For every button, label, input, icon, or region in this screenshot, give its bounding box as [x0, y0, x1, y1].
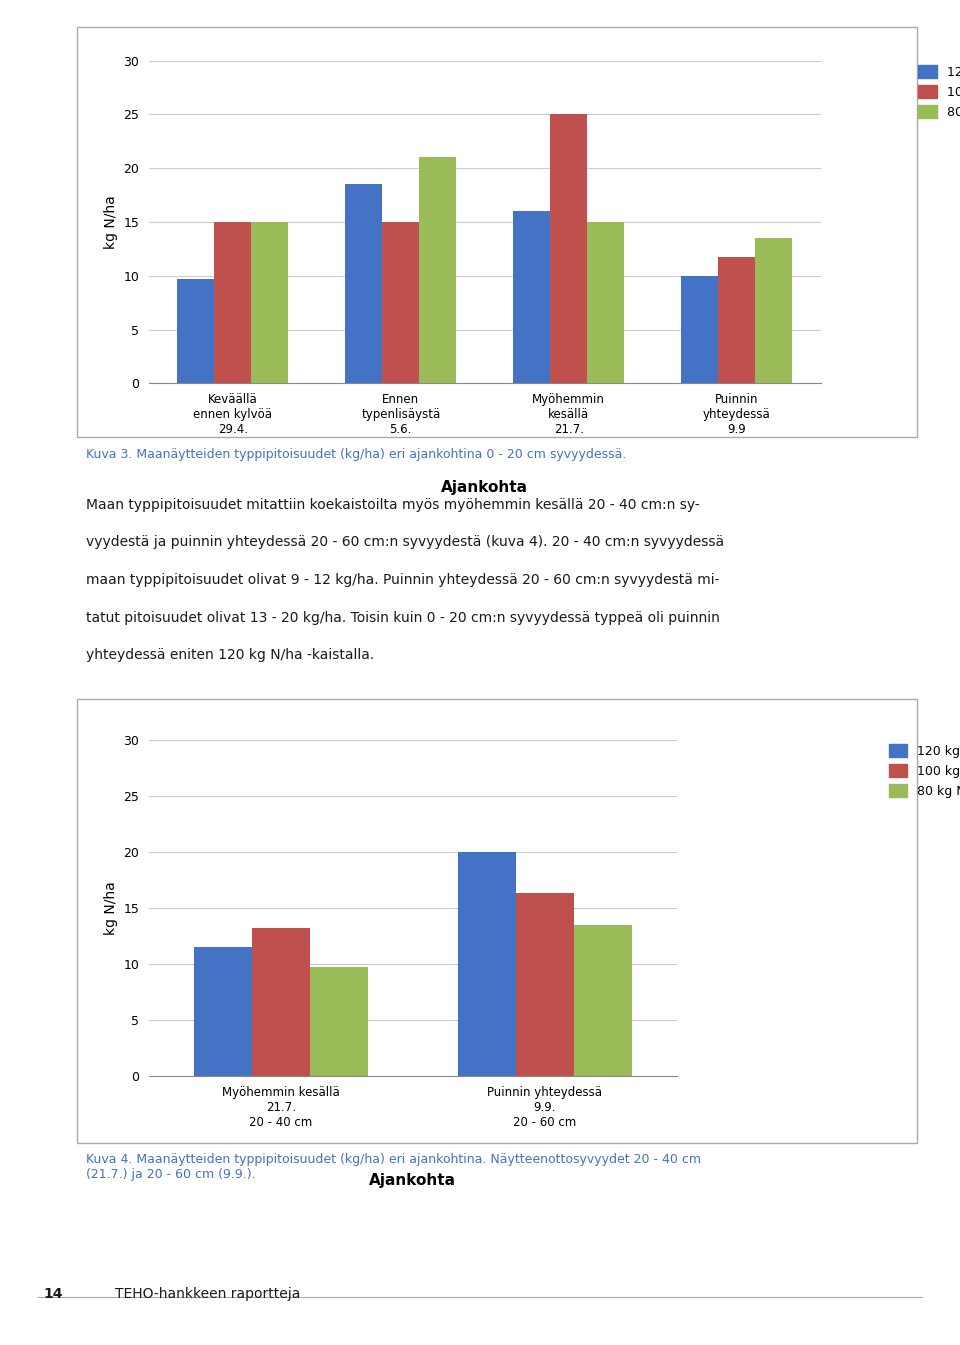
Bar	[458, 851, 516, 1076]
Bar	[346, 184, 382, 383]
Bar	[252, 928, 310, 1076]
Text: Kuva 3. Maanäytteiden typpipitoisuudet (kg/ha) eri ajankohtina 0 - 20 cm syvyyde: Kuva 3. Maanäytteiden typpipitoisuudet (…	[86, 448, 627, 461]
Bar	[178, 278, 214, 383]
Bar	[214, 222, 252, 383]
Text: tatut pitoisuudet olivat 13 - 20 kg/ha. Toisin kuin 0 - 20 cm:n syvyydessä typpe: tatut pitoisuudet olivat 13 - 20 kg/ha. …	[86, 611, 720, 624]
Text: TEHO-hankkeen raportteja: TEHO-hankkeen raportteja	[115, 1287, 300, 1301]
Bar	[718, 257, 756, 383]
Bar	[310, 967, 368, 1076]
Text: 14: 14	[43, 1287, 62, 1301]
Legend: 120 kg N/ha kaista, 100 kg N/ha kaista, 80 kg N/ha kaista: 120 kg N/ha kaista, 100 kg N/ha kaista, …	[883, 740, 960, 803]
Text: Maan typpipitoisuudet mitattiin koekaistoilta myös myöhemmin kesällä 20 - 40 cm:: Maan typpipitoisuudet mitattiin koekaist…	[86, 498, 700, 511]
X-axis label: Ajankohta: Ajankohta	[370, 1173, 456, 1188]
Bar	[382, 222, 420, 383]
Bar	[516, 893, 574, 1076]
Bar	[588, 222, 624, 383]
Bar	[756, 238, 792, 383]
Bar	[574, 925, 632, 1076]
Text: maan typpipitoisuudet olivat 9 - 12 kg/ha. Puinnin yhteydessä 20 - 60 cm:n syvyy: maan typpipitoisuudet olivat 9 - 12 kg/h…	[86, 573, 720, 586]
X-axis label: Ajankohta: Ajankohta	[442, 480, 528, 495]
Y-axis label: kg N/ha: kg N/ha	[104, 195, 118, 249]
Text: vyydestä ja puinnin yhteydessä 20 - 60 cm:n syvyydestä (kuva 4). 20 - 40 cm:n sy: vyydestä ja puinnin yhteydessä 20 - 60 c…	[86, 535, 725, 549]
Bar	[682, 276, 718, 383]
Bar	[550, 114, 588, 383]
Y-axis label: kg N/ha: kg N/ha	[104, 881, 118, 935]
Bar	[252, 222, 288, 383]
Text: Kuva 4. Maanäytteiden typpipitoisuudet (kg/ha) eri ajankohtina. Näytteenottosyvy: Kuva 4. Maanäytteiden typpipitoisuudet (…	[86, 1153, 702, 1181]
Text: yhteydessä eniten 120 kg N/ha -kaistalla.: yhteydessä eniten 120 kg N/ha -kaistalla…	[86, 648, 374, 662]
Bar	[420, 157, 456, 383]
Bar	[194, 947, 252, 1076]
Legend: 120 kg N/ha kaista, 100 kg N/ha kaista, 80 kg N/ha kaista: 120 kg N/ha kaista, 100 kg N/ha kaista, …	[913, 61, 960, 124]
Bar	[514, 211, 550, 383]
